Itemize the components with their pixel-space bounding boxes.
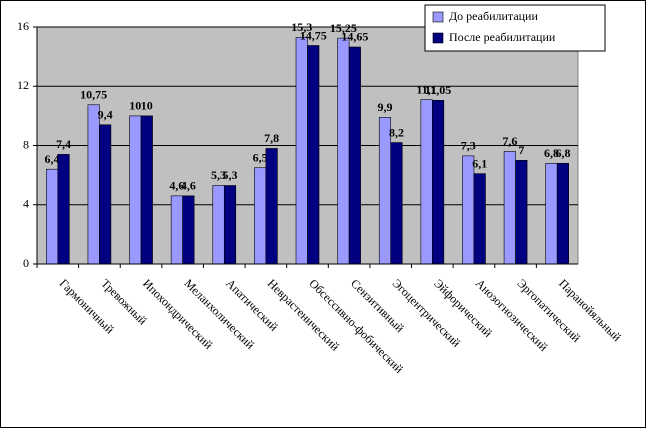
value-label: 11,05 xyxy=(425,83,451,97)
bar xyxy=(140,115,153,265)
bar xyxy=(556,162,569,265)
bar xyxy=(87,104,100,265)
bar xyxy=(503,151,516,265)
bar xyxy=(473,173,486,265)
y-tick-label: 8 xyxy=(23,137,29,151)
value-label: 11,1 xyxy=(416,82,436,96)
value-label: 8,2 xyxy=(389,125,404,139)
value-label: 6,4 xyxy=(45,152,60,166)
value-label: 15,3 xyxy=(291,20,312,34)
value-label: 15,25 xyxy=(330,21,357,35)
y-tick-label: 0 xyxy=(23,256,29,270)
bar xyxy=(295,37,308,265)
bar xyxy=(515,160,528,265)
bar xyxy=(129,115,142,265)
bar xyxy=(223,185,237,265)
bar xyxy=(170,195,183,265)
bar xyxy=(254,167,267,265)
legend-swatch xyxy=(432,32,444,44)
y-tick-label: 4 xyxy=(23,197,29,211)
value-label: 5,3 xyxy=(211,168,226,182)
value-label: 5,3 xyxy=(223,168,238,182)
value-label: 6,5 xyxy=(253,150,268,164)
bar xyxy=(46,168,59,265)
y-tick-label: 12 xyxy=(17,78,29,92)
legend-box xyxy=(424,4,606,52)
value-label: 14,75 xyxy=(300,28,327,42)
bar xyxy=(390,142,403,265)
bar xyxy=(182,195,195,265)
bar xyxy=(99,124,112,265)
y-tick-label: 16 xyxy=(17,19,29,33)
bar xyxy=(420,99,433,265)
value-label: 7,4 xyxy=(56,137,71,151)
value-label: 4,6 xyxy=(181,179,196,193)
legend-swatch xyxy=(432,11,444,23)
bar xyxy=(348,46,361,265)
value-label: 6,1 xyxy=(472,156,487,170)
value-label: 6,8 xyxy=(555,146,570,160)
value-label: 7,3 xyxy=(461,139,476,153)
value-label: 9,4 xyxy=(98,108,113,122)
value-label: 6,8 xyxy=(544,146,559,160)
bar xyxy=(307,45,320,265)
value-label: 14,65 xyxy=(341,30,368,44)
bar xyxy=(545,162,558,265)
legend-label: До реабилитации xyxy=(449,9,538,23)
value-label: 10 xyxy=(129,99,141,113)
bar xyxy=(57,154,70,265)
value-label: 7 xyxy=(518,143,524,157)
bar xyxy=(265,148,278,265)
bar xyxy=(462,155,475,265)
value-label: 10 xyxy=(141,99,153,113)
value-label: 4,6 xyxy=(169,179,184,193)
bar xyxy=(337,37,350,265)
value-label: 10,75 xyxy=(80,88,107,102)
value-label: 9,9 xyxy=(377,100,392,114)
value-label: 7,6 xyxy=(502,134,517,148)
bar xyxy=(378,117,392,265)
value-label: 7,8 xyxy=(264,131,279,145)
bar xyxy=(212,185,225,265)
bar xyxy=(432,100,445,265)
legend-label: После реабилитации xyxy=(449,30,556,44)
